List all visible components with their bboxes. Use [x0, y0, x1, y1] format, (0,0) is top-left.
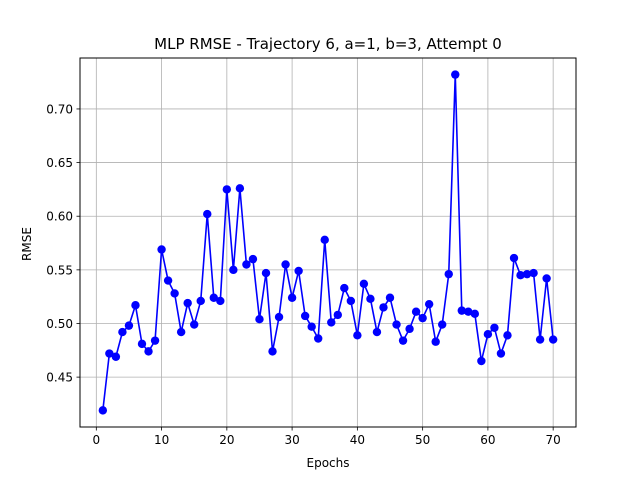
data-point	[327, 318, 336, 327]
data-point	[424, 299, 434, 309]
data-point	[405, 324, 414, 334]
x-tick-label: 0	[92, 433, 100, 447]
data-point	[314, 334, 323, 343]
data-point	[529, 268, 538, 278]
data-point	[438, 320, 447, 329]
data-point	[203, 209, 212, 219]
x-tick-label: 40	[350, 433, 365, 447]
x-tick-label: 30	[284, 433, 299, 447]
data-point	[118, 327, 127, 337]
data-point	[229, 265, 238, 275]
y-axis-ticks: 0.45 0.50 0.55 0.60 0.65 0.70	[46, 102, 80, 385]
data-point	[346, 296, 356, 306]
data-point	[359, 279, 369, 288]
data-point	[157, 245, 166, 254]
data-point	[222, 185, 232, 194]
data-point	[490, 323, 499, 332]
data-point	[392, 320, 401, 329]
data-point	[333, 310, 342, 320]
data-point	[144, 347, 153, 356]
data-point	[503, 331, 512, 340]
data-point	[255, 314, 264, 324]
data-point	[294, 266, 303, 276]
data-point	[274, 312, 284, 322]
data-point	[300, 311, 310, 321]
data-point	[235, 184, 245, 193]
series-line	[102, 73, 554, 411]
data-point	[366, 294, 375, 304]
data-point	[242, 260, 251, 269]
y-tick-label: 0.45	[46, 371, 73, 385]
y-tick-label: 0.70	[46, 102, 73, 116]
data-point	[418, 313, 427, 323]
x-axis-label: Epochs	[307, 456, 350, 470]
data-point	[483, 330, 493, 339]
data-point	[431, 337, 440, 346]
data-point	[379, 303, 388, 312]
data-point	[496, 349, 506, 358]
data-point	[261, 268, 271, 278]
data-point	[98, 406, 108, 415]
chart-title: MLP RMSE - Trajectory 6, a=1, b=3, Attem…	[154, 35, 502, 53]
y-axis-label: RMSE	[20, 227, 34, 261]
data-point	[163, 276, 173, 285]
data-point	[516, 271, 525, 280]
data-point	[548, 335, 558, 344]
data-point	[522, 269, 532, 279]
data-point	[372, 327, 382, 337]
data-point	[183, 298, 192, 308]
data-point	[137, 339, 147, 349]
data-point	[150, 336, 160, 345]
data-point	[124, 321, 134, 330]
data-point	[216, 296, 225, 306]
data-point	[411, 307, 421, 316]
x-tick-label: 70	[546, 433, 561, 447]
data-point	[444, 269, 453, 279]
data-point	[542, 274, 551, 283]
data-point	[451, 70, 460, 79]
data-point	[196, 296, 205, 306]
x-axis-ticks: 0 10 20 30 40 50 60 70	[92, 427, 561, 447]
data-point	[176, 327, 186, 337]
data-point	[509, 253, 519, 263]
data-point	[307, 322, 316, 331]
data-point	[385, 293, 395, 302]
data-point	[248, 254, 258, 264]
data-point	[353, 331, 362, 340]
data-point	[470, 309, 480, 319]
data-point	[281, 260, 290, 269]
data-point	[287, 293, 297, 302]
data-point	[464, 307, 473, 316]
y-tick-label: 0.60	[46, 210, 73, 224]
data-point	[535, 335, 545, 344]
data-point	[111, 352, 121, 361]
y-tick-label: 0.55	[46, 263, 73, 277]
data-point	[340, 283, 349, 293]
x-tick-label: 10	[154, 433, 169, 447]
data-point	[105, 349, 114, 358]
x-tick-label: 60	[480, 433, 495, 447]
x-tick-label: 20	[219, 433, 234, 447]
y-tick-label: 0.65	[46, 156, 73, 170]
data-point	[320, 235, 329, 245]
data-point	[457, 306, 466, 315]
data-point	[190, 320, 199, 329]
data-point	[131, 301, 140, 310]
y-tick-label: 0.50	[46, 317, 73, 331]
x-tick-label: 50	[415, 433, 430, 447]
plot-frame	[79, 57, 577, 428]
series-layer	[98, 70, 558, 415]
data-point	[477, 356, 486, 366]
data-point	[398, 336, 408, 345]
data-point	[268, 347, 277, 356]
data-point	[170, 289, 179, 298]
data-point	[209, 293, 218, 302]
